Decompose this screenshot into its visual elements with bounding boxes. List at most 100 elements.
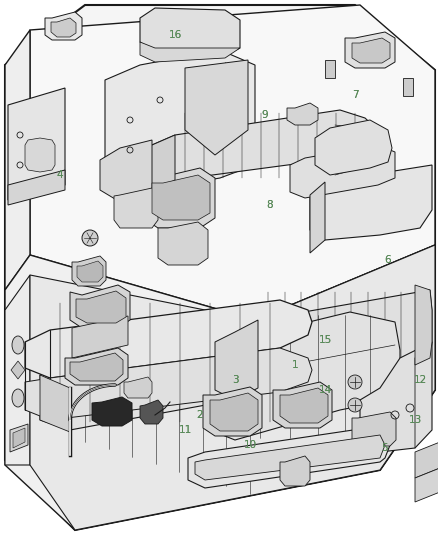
Text: 3: 3	[232, 375, 238, 385]
Polygon shape	[8, 170, 65, 205]
Polygon shape	[100, 140, 152, 202]
Polygon shape	[140, 42, 240, 62]
Polygon shape	[72, 316, 128, 358]
Polygon shape	[310, 165, 432, 240]
Polygon shape	[70, 353, 123, 381]
Text: 10: 10	[244, 440, 257, 450]
Polygon shape	[140, 8, 240, 55]
Text: 7: 7	[352, 90, 358, 100]
Polygon shape	[25, 348, 312, 420]
Text: 12: 12	[413, 375, 427, 385]
Text: 9: 9	[261, 110, 268, 120]
Polygon shape	[5, 5, 435, 530]
Polygon shape	[10, 424, 28, 452]
Polygon shape	[152, 110, 380, 180]
Polygon shape	[287, 103, 318, 125]
Polygon shape	[140, 400, 163, 424]
Polygon shape	[203, 387, 262, 436]
Polygon shape	[70, 285, 130, 328]
Circle shape	[348, 375, 362, 389]
Text: 5: 5	[381, 443, 389, 453]
Polygon shape	[280, 388, 328, 423]
Polygon shape	[290, 145, 395, 198]
Polygon shape	[325, 60, 335, 78]
Text: 14: 14	[318, 385, 332, 395]
Polygon shape	[280, 456, 310, 486]
Ellipse shape	[12, 336, 24, 354]
Text: 2: 2	[197, 410, 203, 420]
Polygon shape	[135, 135, 175, 192]
Text: 11: 11	[178, 425, 192, 435]
Text: 1: 1	[292, 360, 298, 370]
Text: 8: 8	[267, 200, 273, 210]
Polygon shape	[345, 32, 395, 68]
Text: 1: 1	[292, 360, 298, 370]
Polygon shape	[105, 50, 255, 192]
Polygon shape	[415, 442, 438, 478]
Polygon shape	[5, 245, 435, 530]
Polygon shape	[25, 300, 312, 378]
Polygon shape	[152, 175, 210, 220]
Polygon shape	[195, 435, 385, 480]
Circle shape	[82, 230, 98, 246]
Text: 14: 14	[318, 385, 332, 395]
Polygon shape	[13, 428, 25, 448]
Polygon shape	[5, 275, 30, 465]
Polygon shape	[273, 382, 332, 428]
Text: 11: 11	[178, 425, 192, 435]
Polygon shape	[143, 168, 215, 228]
Polygon shape	[114, 188, 158, 228]
Polygon shape	[11, 361, 25, 379]
Polygon shape	[92, 397, 132, 426]
Text: 6: 6	[385, 255, 391, 265]
Polygon shape	[403, 78, 413, 96]
Polygon shape	[415, 285, 432, 365]
Text: 15: 15	[318, 335, 332, 345]
Text: 8: 8	[267, 200, 273, 210]
Polygon shape	[25, 138, 55, 172]
Polygon shape	[30, 245, 435, 530]
Polygon shape	[158, 222, 208, 265]
Polygon shape	[51, 18, 76, 37]
Polygon shape	[352, 412, 396, 446]
Text: 6: 6	[385, 255, 391, 265]
Polygon shape	[76, 291, 126, 323]
Text: 13: 13	[408, 415, 422, 425]
Polygon shape	[185, 60, 248, 155]
Polygon shape	[5, 30, 30, 290]
Polygon shape	[215, 320, 258, 400]
Polygon shape	[310, 182, 325, 253]
Polygon shape	[415, 468, 438, 502]
Text: 2: 2	[197, 410, 203, 420]
Polygon shape	[45, 12, 82, 40]
Polygon shape	[360, 342, 432, 452]
Text: 10: 10	[244, 440, 257, 450]
Text: 4: 4	[57, 170, 64, 180]
Polygon shape	[124, 377, 152, 398]
Polygon shape	[188, 426, 390, 488]
Polygon shape	[8, 88, 65, 200]
Text: 9: 9	[261, 110, 268, 120]
Circle shape	[348, 398, 362, 412]
Text: 16: 16	[168, 30, 182, 40]
Polygon shape	[352, 38, 390, 63]
Polygon shape	[40, 328, 340, 430]
Polygon shape	[65, 348, 128, 385]
Polygon shape	[235, 290, 432, 388]
Text: 4: 4	[57, 170, 64, 180]
Text: 15: 15	[318, 335, 332, 345]
Polygon shape	[210, 393, 258, 431]
Text: 5: 5	[381, 443, 389, 453]
Text: 13: 13	[408, 415, 422, 425]
Polygon shape	[315, 120, 392, 175]
Polygon shape	[30, 5, 435, 320]
Text: 3: 3	[232, 375, 238, 385]
Ellipse shape	[12, 389, 24, 407]
Text: 7: 7	[352, 90, 358, 100]
Polygon shape	[77, 261, 103, 282]
Polygon shape	[40, 375, 70, 432]
Text: 16: 16	[168, 30, 182, 40]
Polygon shape	[210, 312, 400, 440]
Text: 12: 12	[413, 375, 427, 385]
Polygon shape	[72, 256, 106, 286]
